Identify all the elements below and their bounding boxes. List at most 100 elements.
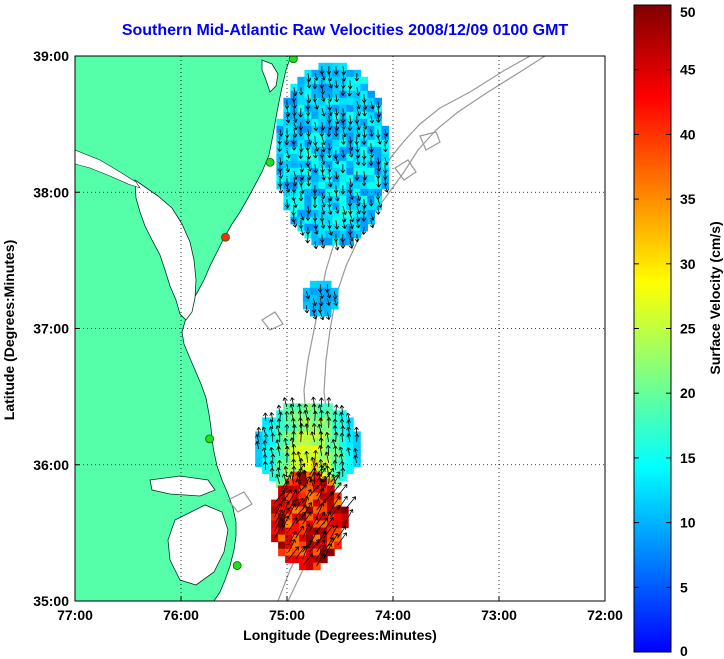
velocity-arrow (276, 404, 282, 414)
velocity-arrow (309, 539, 320, 553)
velocity-cell (318, 410, 326, 418)
velocity-cell (327, 485, 335, 494)
velocity-arrow (298, 192, 304, 202)
velocity-cell (318, 445, 326, 453)
velocity-arrow (295, 504, 307, 518)
velocity-arrow (302, 502, 312, 518)
velocity-cell (325, 466, 333, 474)
velocity-arrow (316, 553, 325, 567)
velocity-cell (334, 534, 342, 543)
velocity-cell (332, 417, 340, 425)
velocity-arrow (277, 432, 283, 442)
velocity-cell (283, 403, 291, 411)
velocity-cell (367, 167, 375, 176)
velocity-arrow (348, 241, 354, 249)
velocity-arrow (299, 164, 305, 173)
y-axis-label: Latitude (Degrees:Minutes) (1, 240, 17, 420)
velocity-arrow (328, 206, 333, 215)
velocity-arrow (328, 108, 333, 117)
velocity-arrow (325, 432, 330, 442)
velocity-cell (271, 520, 279, 529)
velocity-arrow (353, 448, 358, 456)
station-marker (221, 232, 230, 242)
velocity-cell (304, 195, 312, 204)
velocity-cell (367, 132, 375, 141)
velocity-arrow (341, 213, 347, 223)
velocity-cell (346, 438, 354, 446)
velocity-arrow (361, 136, 367, 145)
velocity-cell (262, 417, 270, 425)
velocity-cell (311, 174, 319, 183)
velocity-cell (299, 541, 307, 550)
velocity-cell (320, 513, 328, 522)
velocity-arrow (334, 192, 340, 202)
velocity-arrow (316, 531, 326, 546)
velocity-cell (285, 534, 293, 543)
velocity-arrow (312, 80, 318, 90)
velocity-arrow (346, 412, 351, 422)
velocity-cell (318, 181, 326, 190)
velocity-cell (353, 181, 361, 190)
x-tick-label: 76:00 (163, 607, 199, 623)
velocity-arrow (263, 412, 268, 421)
velocity-cell (325, 209, 333, 218)
velocity-cell (334, 492, 342, 501)
velocity-arrow (330, 504, 341, 518)
velocity-arrow (316, 487, 325, 504)
velocity-cell (276, 466, 284, 474)
albemarle-sound (149, 475, 216, 497)
velocity-cell (325, 445, 333, 453)
velocity-cell (318, 174, 326, 183)
velocity-cell (346, 167, 354, 176)
velocity-arrow (302, 511, 312, 525)
velocity-cell (290, 153, 298, 162)
velocity-arrow (288, 517, 298, 532)
velocity-arrow (321, 199, 326, 208)
velocity-cell (278, 485, 286, 494)
velocity-arrow (284, 452, 290, 463)
velocity-arrow (383, 136, 389, 144)
velocity-cell (290, 160, 298, 169)
velocity-arrow (309, 484, 319, 497)
velocity-arrow (325, 410, 330, 421)
velocity-arrow (316, 462, 327, 476)
velocity-arrow (302, 489, 312, 504)
velocity-cell (299, 534, 307, 543)
velocity-cell (346, 69, 354, 78)
velocity-arrow (281, 480, 290, 497)
velocity-cell (290, 438, 298, 446)
velocity-arrow (348, 136, 353, 144)
velocity-arrow (281, 507, 290, 525)
velocity-cell (334, 520, 342, 529)
velocity-cell (320, 527, 328, 536)
velocity-cell (339, 223, 347, 232)
velocity-arrow (317, 423, 323, 436)
velocity-arrow (323, 491, 334, 504)
velocity-cell (276, 445, 284, 453)
velocity-arrow (339, 405, 345, 414)
station-marker (265, 157, 275, 167)
velocity-arrow (319, 397, 324, 407)
velocity-arrow (304, 305, 310, 314)
velocity-arrow (375, 206, 381, 215)
velocity-arrow (262, 461, 268, 470)
velocity-arrow (292, 115, 298, 123)
velocity-arrow (306, 73, 312, 82)
velocity-arrow (347, 87, 352, 97)
velocity-cell (276, 118, 284, 127)
map-title: Southern Mid-Atlantic Raw Velocities 200… (121, 22, 569, 39)
colorbar (633, 4, 672, 653)
velocity-cell (339, 438, 347, 446)
velocity-cell (320, 520, 328, 529)
velocity-arrow (356, 206, 361, 215)
velocity-arrow (317, 305, 323, 313)
velocity-cell (313, 541, 321, 550)
velocity-arrow (341, 122, 346, 130)
velocity-arrow (291, 94, 297, 102)
velocity-arrow (362, 108, 367, 117)
velocity-cell (278, 492, 286, 501)
velocity-arrow (370, 213, 375, 221)
velocity-cell (332, 139, 340, 148)
velocity-arrow (316, 511, 326, 525)
